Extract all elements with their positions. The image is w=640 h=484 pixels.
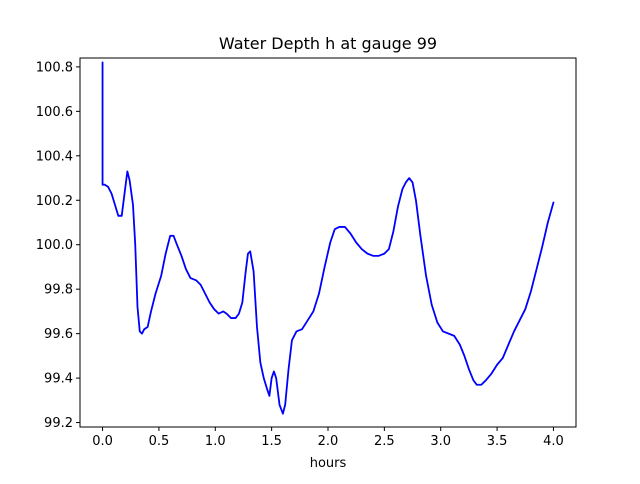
chart-title: Water Depth h at gauge 99	[219, 34, 437, 53]
y-tick-label: 99.8	[44, 283, 73, 298]
x-tick-label: 2.5	[374, 434, 395, 449]
x-tick-label: 4.0	[543, 434, 564, 449]
y-tick-label: 99.2	[44, 416, 73, 431]
x-tick-label: 1.0	[205, 434, 226, 449]
x-tick-label: 3.0	[430, 434, 451, 449]
y-axis-ticks: 99.2 99.4 99.6 99.8 100.0 100.2 100.4 100.6 100.…	[36, 60, 80, 431]
y-tick-label: 100.4	[36, 149, 73, 164]
series-line	[101, 61, 555, 415]
y-tick-label: 99.6	[44, 327, 73, 342]
y-tick-label: 100.2	[36, 194, 73, 209]
y-tick-label: 100.8	[36, 60, 73, 75]
x-tick-label: 3.5	[487, 434, 508, 449]
axes-frame	[79, 57, 577, 428]
x-tick-label: 0.5	[149, 434, 170, 449]
x-tick-label: 2.0	[318, 434, 339, 449]
x-axis-label: hours	[310, 456, 347, 471]
x-tick-label: 0.0	[92, 434, 113, 449]
y-tick-label: 100.0	[36, 238, 73, 253]
plot-area	[101, 61, 555, 415]
x-axis-ticks: 0.0 0.5 1.0 1.5 2.0 2.5 3.0 3.5 4.0	[92, 427, 564, 449]
y-tick-label: 100.6	[36, 105, 73, 120]
y-tick-label: 99.4	[44, 372, 73, 387]
x-tick-label: 1.5	[261, 434, 282, 449]
